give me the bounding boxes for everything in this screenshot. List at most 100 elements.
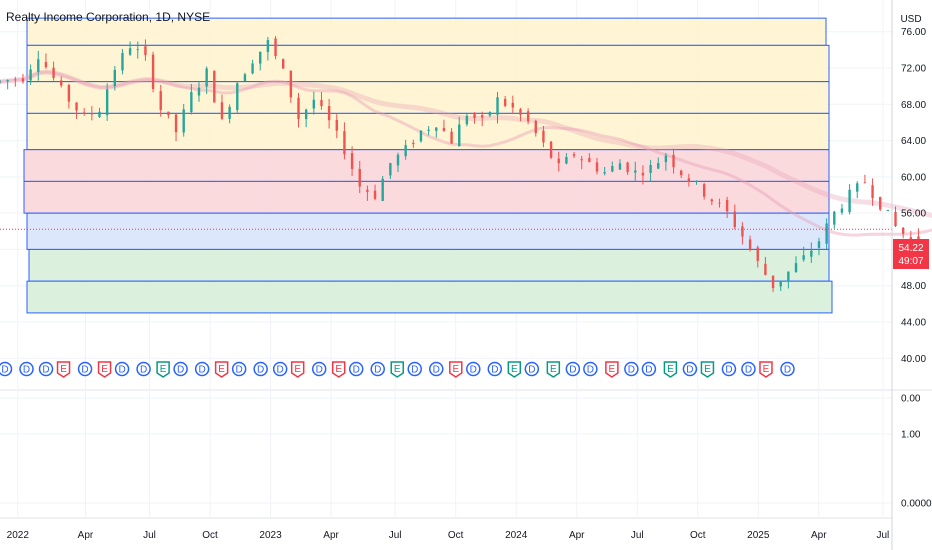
candle-body [82, 112, 86, 114]
price-band[interactable] [26, 112, 830, 151]
price-tick-label: 72.00 [901, 64, 926, 75]
dividend-marker[interactable] [641, 361, 657, 377]
earnings-marker[interactable] [156, 361, 170, 378]
candle-body [404, 145, 407, 157]
candle-body [894, 211, 897, 227]
candle-body [664, 155, 668, 163]
last-price-value: 54.22 [898, 243, 923, 254]
candle-body [412, 142, 415, 145]
price-band[interactable] [26, 17, 827, 46]
last-price-badge [893, 239, 929, 269]
dividend-marker-label: D [236, 365, 243, 376]
dividend-marker[interactable] [466, 361, 481, 377]
candle-body [519, 109, 522, 115]
price-band[interactable] [26, 280, 833, 314]
dividend-marker[interactable] [77, 361, 93, 377]
indicator-scale: 0.00 1.00 0.0000 [901, 394, 932, 510]
price-band[interactable] [26, 44, 830, 83]
chart-title: Realty Income Corporation, 1D, NYSE [6, 10, 210, 24]
price-band[interactable] [23, 180, 830, 214]
dividend-marker[interactable] [231, 361, 247, 377]
candle-body [151, 54, 155, 90]
candle-body [779, 280, 782, 287]
dividend-marker[interactable] [741, 361, 756, 377]
dividend-marker[interactable] [272, 361, 288, 377]
candle-body [909, 237, 913, 240]
candle-body [236, 83, 239, 111]
dividend-marker[interactable] [19, 361, 34, 377]
price-tick-label: 48.00 [901, 281, 926, 292]
earnings-marker[interactable] [449, 361, 463, 378]
time-tick-label: 2025 [747, 530, 770, 541]
candle-body [144, 46, 147, 56]
dividend-marker[interactable] [311, 361, 327, 377]
dividend-marker[interactable] [38, 361, 54, 377]
dividend-marker-label: D [686, 365, 693, 376]
candle-body [419, 130, 423, 142]
dividend-marker[interactable] [682, 361, 698, 377]
dividend-marker[interactable] [173, 361, 188, 377]
dividend-marker[interactable] [0, 361, 13, 377]
earnings-marker[interactable] [331, 361, 346, 378]
earnings-marker-label: E [550, 364, 557, 375]
currency-label[interactable]: USD [900, 14, 921, 25]
earnings-marker[interactable] [700, 361, 715, 378]
dividend-marker-label: D [118, 365, 125, 376]
dividend-marker[interactable] [524, 361, 540, 377]
dividend-marker[interactable] [370, 361, 385, 377]
candle-body [626, 162, 629, 173]
candle-body [611, 166, 614, 172]
dividend-marker[interactable] [253, 361, 268, 377]
candle-body [205, 68, 208, 87]
dividend-marker[interactable] [721, 361, 737, 377]
price-tick-label: 68.00 [901, 100, 926, 111]
dividend-marker[interactable] [407, 361, 423, 377]
earnings-marker[interactable] [546, 361, 561, 378]
earnings-marker[interactable] [605, 361, 619, 378]
price-band[interactable] [23, 149, 830, 182]
candle-body [481, 115, 484, 118]
earnings-marker[interactable] [759, 361, 773, 378]
dividend-marker[interactable] [194, 361, 210, 377]
price-band[interactable] [28, 248, 830, 282]
earnings-marker[interactable] [390, 361, 404, 378]
candle-body [603, 172, 606, 174]
candle-body [259, 51, 262, 64]
dividend-marker[interactable] [780, 361, 795, 377]
dividend-marker[interactable] [429, 361, 444, 377]
dividend-marker-label: D [23, 365, 30, 376]
earnings-marker[interactable] [214, 361, 229, 378]
dividend-marker[interactable] [583, 361, 598, 377]
price-band[interactable] [26, 212, 830, 250]
time-tick-label: Oct [448, 530, 464, 541]
price-tick-label: 76.00 [901, 27, 926, 38]
dividend-marker[interactable] [565, 361, 581, 377]
candle-body [435, 127, 438, 131]
candle-body [863, 182, 867, 184]
dividend-marker[interactable] [624, 361, 639, 377]
price-tick-label: 44.00 [901, 317, 926, 328]
candle-body [741, 226, 744, 237]
candle-body [465, 115, 469, 125]
earnings-marker-label: E [335, 364, 342, 375]
candle-body [427, 129, 430, 131]
price-tick-label: 64.00 [901, 136, 926, 147]
indicator-tick-label: 0.0000 [901, 499, 932, 510]
dividend-marker[interactable] [136, 361, 151, 377]
earnings-marker[interactable] [56, 361, 71, 378]
dividend-marker[interactable] [114, 361, 130, 377]
earnings-marker[interactable] [290, 361, 305, 378]
earnings-marker-label: E [160, 364, 167, 375]
dividend-marker[interactable] [487, 361, 503, 377]
earnings-marker[interactable] [97, 361, 112, 378]
candle-body [488, 112, 492, 116]
dividend-marker[interactable] [348, 361, 364, 377]
candle-body [350, 153, 354, 169]
earnings-marker[interactable] [507, 361, 522, 378]
earnings-marker[interactable] [663, 361, 678, 378]
candle-body [733, 211, 736, 228]
time-tick-label: Apr [811, 530, 827, 541]
candle-body [657, 163, 660, 169]
